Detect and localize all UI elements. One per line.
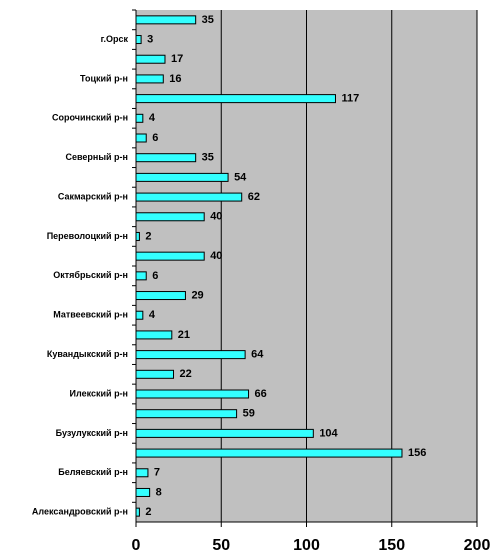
x-tick-label: 0 [132, 537, 141, 554]
value-label: 64 [251, 349, 264, 361]
value-label: 40 [210, 211, 222, 223]
bar [135, 330, 173, 340]
value-label: 7 [154, 467, 160, 479]
bar [135, 487, 151, 497]
x-tick-label: 150 [378, 537, 405, 554]
bar [135, 231, 140, 241]
value-label: 6 [152, 270, 158, 282]
bar [135, 310, 144, 320]
y-tick-label: Илекский р-н [70, 388, 128, 398]
value-label: 62 [248, 191, 260, 203]
bar [135, 74, 164, 84]
value-label: 117 [341, 93, 359, 105]
y-tick-label: Матвеевский р-н [53, 310, 128, 320]
value-label: 2 [145, 230, 151, 242]
value-label: 35 [202, 152, 214, 164]
bar [135, 428, 314, 438]
value-label: 104 [319, 427, 338, 439]
value-label: 156 [408, 447, 426, 459]
value-label: 8 [156, 486, 162, 498]
bar [135, 409, 238, 419]
bar [135, 153, 197, 163]
bar [135, 291, 186, 301]
y-tick-label: г.Орск [101, 34, 129, 44]
bar [135, 212, 205, 222]
y-tick-label: Октябрьский р-н [53, 270, 128, 280]
value-label: 17 [171, 53, 183, 65]
y-tick-label: Александровский р-н [32, 507, 128, 517]
bar [135, 172, 229, 182]
value-label: 66 [255, 388, 267, 400]
bar [135, 35, 142, 45]
value-label: 6 [152, 132, 158, 144]
bar [135, 507, 140, 517]
x-tick-label: 100 [293, 537, 320, 554]
value-label: 29 [191, 289, 203, 301]
value-label: 21 [178, 329, 190, 341]
value-label: 59 [243, 408, 255, 420]
y-tick-label: Кувандыкский р-н [47, 349, 128, 359]
value-label: 4 [149, 112, 156, 124]
bar [135, 468, 149, 478]
bar [135, 350, 246, 360]
y-tick-label: Северный р-н [65, 152, 128, 162]
x-tick-label: 50 [212, 537, 230, 554]
bar [135, 133, 147, 143]
bar [135, 448, 403, 458]
bar [135, 94, 336, 104]
value-label: 2 [145, 506, 151, 518]
y-tick-label: Бузулукский р-н [56, 428, 128, 438]
bar [135, 369, 175, 379]
value-label: 40 [210, 250, 222, 262]
bar [135, 271, 147, 281]
value-label: 3 [147, 33, 153, 45]
y-tick-label: Сакмарский р-н [58, 191, 128, 201]
value-label: 35 [202, 14, 214, 26]
y-tick-label: Переволоцкий р-н [47, 231, 128, 241]
y-tick-label: Беляевский р-н [58, 467, 128, 477]
x-tick-label: 200 [464, 537, 491, 554]
y-tick-label: Тоцкий р-н [80, 73, 128, 83]
bar [135, 192, 243, 202]
bar [135, 54, 166, 64]
bar [135, 389, 250, 399]
value-label: 16 [169, 73, 181, 85]
bar [135, 251, 205, 261]
y-tick-label: Сорочинский р-н [52, 113, 128, 123]
bar [135, 113, 144, 123]
value-label: 4 [149, 309, 156, 321]
value-label: 22 [180, 368, 192, 380]
value-label: 54 [234, 171, 247, 183]
bar [135, 15, 197, 25]
